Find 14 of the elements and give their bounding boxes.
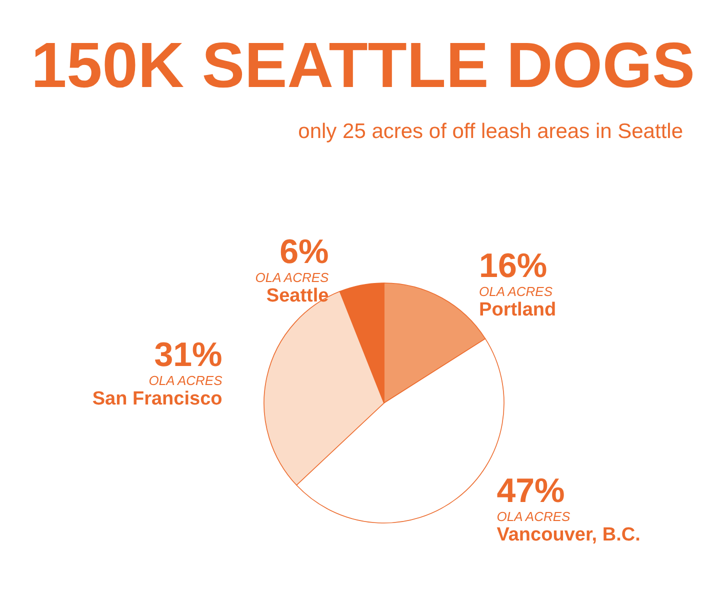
chart-subtitle: only 25 acres of off leash areas in Seattle [298,120,684,143]
data-label: 47% [496,472,565,510]
slice-label: San Francisco [92,388,222,410]
data-label: 31% [154,336,222,374]
chart-title: 150K SEATTLE DOGS [31,29,695,101]
data-label: 6% [280,232,329,271]
slice-label: Vancouver, B.C. [496,524,640,546]
text: OLA ACRES [255,270,330,285]
slice-label: Seattle [266,285,329,306]
text: OLA ACRES [148,373,223,388]
slice-label: Portland [479,300,556,321]
text: OLA ACRES [479,284,553,300]
data-label: 16% [479,247,548,286]
text: OLA ACRES [496,509,571,524]
